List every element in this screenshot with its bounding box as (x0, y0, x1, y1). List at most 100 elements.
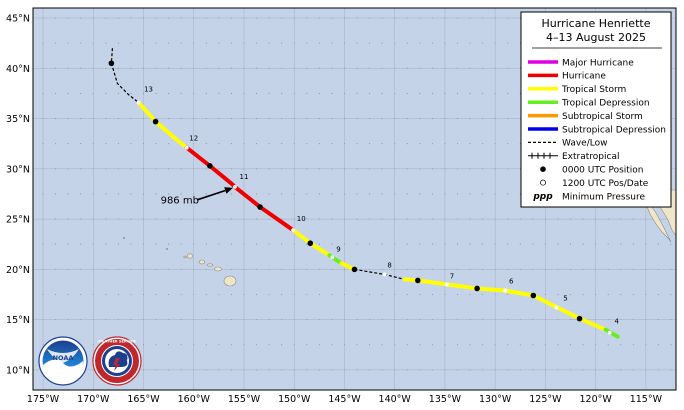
grid-dot (318, 293, 320, 296)
grid-dot (80, 42, 82, 44)
grid-dot (356, 344, 358, 346)
grid-dot (117, 243, 119, 245)
grid-dot (281, 143, 283, 145)
grid-dot (306, 42, 308, 44)
grid-dot (268, 293, 270, 296)
grid-dot (482, 344, 484, 346)
grid-dot (419, 143, 421, 145)
date-label: 9 (336, 245, 340, 253)
grid-dot (230, 193, 232, 195)
necker-islet (122, 236, 126, 240)
position-1200-marker (330, 255, 335, 260)
grid-dot (356, 193, 358, 195)
track-segment-ts (402, 277, 608, 332)
grid-dot (230, 344, 232, 346)
grid-dot (67, 92, 69, 94)
grid-dot (632, 344, 634, 346)
date-label: 8 (387, 261, 391, 269)
pressure-arrow-line (196, 189, 226, 201)
grid-dot (507, 243, 509, 245)
grid-dot (469, 293, 471, 296)
track-segment-ts (136, 100, 189, 150)
grid-dot (117, 143, 119, 145)
legend-item: Major Hurricane (528, 58, 634, 68)
grid-dot (67, 143, 69, 145)
grid-dot (306, 293, 308, 296)
grid-dot (67, 243, 69, 245)
lon-tick-label: 155°W (228, 394, 261, 405)
grid-dot (117, 193, 119, 195)
grid-dot (168, 243, 170, 245)
lat-tick-label: 25°N (6, 215, 30, 226)
grid-dot (105, 92, 107, 94)
grid-dot (80, 143, 82, 145)
grid-dot (456, 193, 459, 195)
position-1200-marker (382, 272, 387, 277)
grid-dot (130, 42, 132, 44)
grid-dot (657, 293, 659, 296)
nws-logo: WEATHER SERVICE (92, 336, 142, 386)
legend-item-label: Tropical Depression (561, 99, 650, 109)
grid-dot (130, 243, 132, 245)
min-pressure-annotation: 986 mb (161, 187, 233, 206)
position-0000-marker (576, 315, 583, 322)
position-0000-marker (414, 277, 421, 284)
grid-dot (356, 243, 358, 245)
grid-dot (155, 92, 157, 94)
oahu-island (198, 259, 206, 265)
grid-dot (318, 243, 320, 245)
grid-dot (80, 243, 82, 245)
grid-dot (482, 92, 484, 94)
grid-dot (318, 42, 320, 44)
grid-dot (205, 243, 207, 245)
position-1200-marker (291, 228, 296, 233)
lon-tick-label: 170°W (77, 394, 110, 405)
noaa-logo: NOAA (38, 336, 88, 386)
grid-dot (168, 42, 170, 44)
grid-dot (55, 92, 57, 94)
lon-tick-label: 130°W (479, 394, 512, 405)
grid-dot (306, 143, 308, 145)
grid-dot (507, 143, 509, 145)
position-0000-marker (474, 285, 480, 292)
latitude-tick-labels: 45°N 40°N 35°N 30°N 25°N 20°N 15°N 10°N (6, 14, 30, 377)
grid-dot (431, 92, 433, 94)
position-1200-marker (445, 282, 449, 287)
grid-dot (620, 293, 622, 296)
track-segment-hu (184, 145, 296, 233)
grid-dot (557, 344, 559, 346)
kauai-island (186, 253, 194, 259)
grid-dot (406, 42, 408, 44)
grid-dot (218, 143, 220, 145)
legend-item-label: Subtropical Storm (562, 112, 643, 122)
legend-item: Tropical Storm (528, 85, 626, 95)
position-0000-marker (207, 163, 213, 169)
grid-dot (519, 344, 521, 346)
grid-dot (381, 344, 383, 346)
grid-dot (607, 293, 609, 296)
noaa-logo-wordmark: NOAA (53, 354, 74, 362)
grid-dot (369, 193, 371, 195)
legend-swatch-ppp: ppp (532, 192, 553, 202)
grid-dot (356, 42, 358, 44)
grid-dot (306, 243, 308, 245)
legend-item: Subtropical Depression (528, 125, 666, 135)
grid-dot (369, 143, 371, 145)
grid-dot (205, 344, 207, 346)
grid-dot (168, 143, 170, 145)
legend-swatch-dot (540, 166, 546, 172)
grid-dot (456, 143, 459, 145)
lon-tick-label: 135°W (429, 394, 462, 405)
grid-dot (532, 344, 534, 346)
grid-dot (569, 243, 572, 245)
grid-dot (406, 92, 408, 94)
grid-dot (130, 193, 132, 195)
grid-dot (331, 143, 333, 145)
grid-dot (218, 293, 220, 296)
grid-dot (230, 42, 232, 44)
legend-item: ppp Minimum Pressure (532, 192, 645, 202)
date-labels: 4 5 6 7 8 9 10 11 12 13 (144, 85, 619, 325)
position-0000-marker (307, 240, 314, 247)
grid-dot (281, 42, 283, 44)
grid-dot (469, 92, 471, 94)
